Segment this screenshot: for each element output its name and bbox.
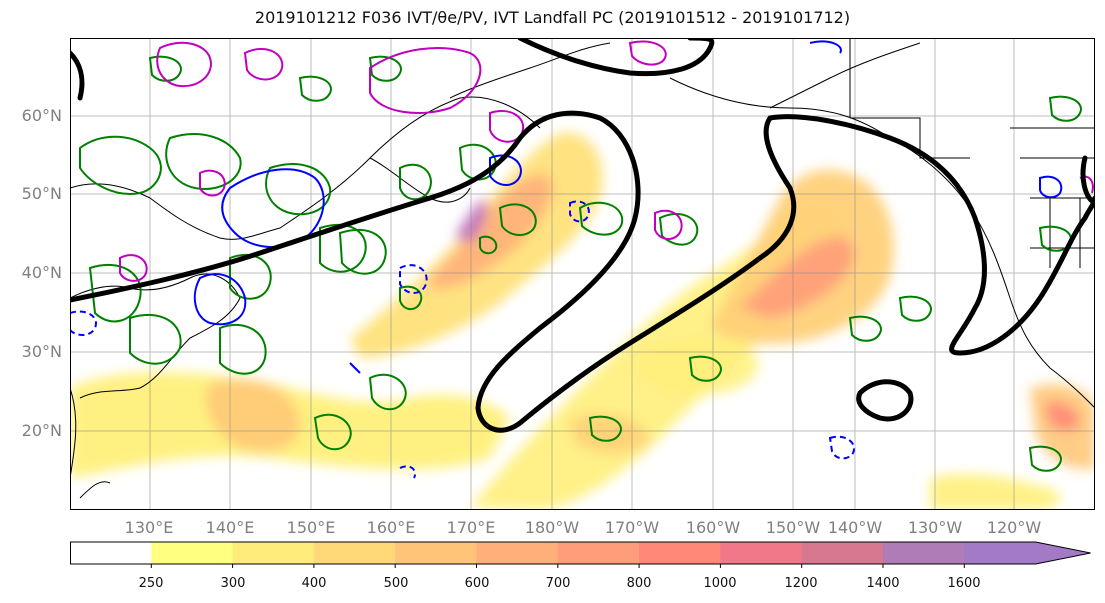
colorbar-label-1600: 1600 xyxy=(947,576,981,591)
colorbar-label-1200: 1200 xyxy=(784,576,818,591)
colorbar-segment xyxy=(639,542,721,564)
colorbar-segment xyxy=(557,542,640,564)
pv-positive-contours xyxy=(119,40,1094,282)
lon-label-170w: 170°W xyxy=(604,518,660,537)
colorbar-segment xyxy=(151,542,234,564)
map-title: 2019101212 F036 IVT/θe/PV, IVT Landfall … xyxy=(254,8,851,27)
colorbar-segment xyxy=(720,542,803,564)
colorbar-outline xyxy=(70,541,1091,565)
colorbar-label-700: 700 xyxy=(545,576,571,591)
colorbar-segment xyxy=(883,542,965,564)
pv-negative-contours xyxy=(70,40,1063,479)
colorbar-label-250: 250 xyxy=(138,576,164,591)
colorbar-segment xyxy=(476,542,559,564)
lat-label-20n: 20°N xyxy=(21,421,62,440)
lat-label-40n: 40°N xyxy=(21,263,62,282)
colorbar-segment xyxy=(395,542,477,564)
lon-label-140w: 140°W xyxy=(827,518,883,537)
lon-label-170e: 170°E xyxy=(446,518,496,537)
landfall-pc-contours xyxy=(70,38,1095,433)
colorbar-segment xyxy=(232,542,315,564)
coastlines xyxy=(70,38,1095,499)
colorbar-label-1400: 1400 xyxy=(866,576,900,591)
lon-label-150w: 150°W xyxy=(765,518,821,537)
lon-label-160w: 160°W xyxy=(685,518,741,537)
lon-label-130e: 130°E xyxy=(124,518,174,537)
colorbar-label-800: 800 xyxy=(626,576,652,591)
colorbar-segment xyxy=(313,542,396,564)
lon-label-130w: 130°W xyxy=(907,518,963,537)
lon-label-150e: 150°E xyxy=(286,518,336,537)
colorbar-segment xyxy=(801,542,884,564)
ivt-shading xyxy=(70,132,1095,510)
colorbar-segment xyxy=(70,542,152,564)
graticule xyxy=(70,38,1095,510)
lat-label-30n: 30°N xyxy=(21,342,62,361)
lon-label-140e: 140°E xyxy=(205,518,255,537)
colorbar-label-300: 300 xyxy=(220,576,246,591)
map-panel xyxy=(70,38,1095,510)
lon-label-180w: 180°W xyxy=(524,518,580,537)
ivt-colorbar xyxy=(70,541,1091,568)
colorbar-label-600: 600 xyxy=(464,576,490,591)
lon-label-160e: 160°E xyxy=(366,518,416,537)
colorbar-label-400: 400 xyxy=(301,576,327,591)
lat-label-60n: 60°N xyxy=(21,106,62,125)
lon-label-120w: 120°W xyxy=(986,518,1042,537)
colorbar-label-1000: 1000 xyxy=(703,576,737,591)
lat-label-50n: 50°N xyxy=(21,184,62,203)
colorbar-extend-arrow xyxy=(964,542,1091,564)
colorbar-label-500: 500 xyxy=(383,576,409,591)
